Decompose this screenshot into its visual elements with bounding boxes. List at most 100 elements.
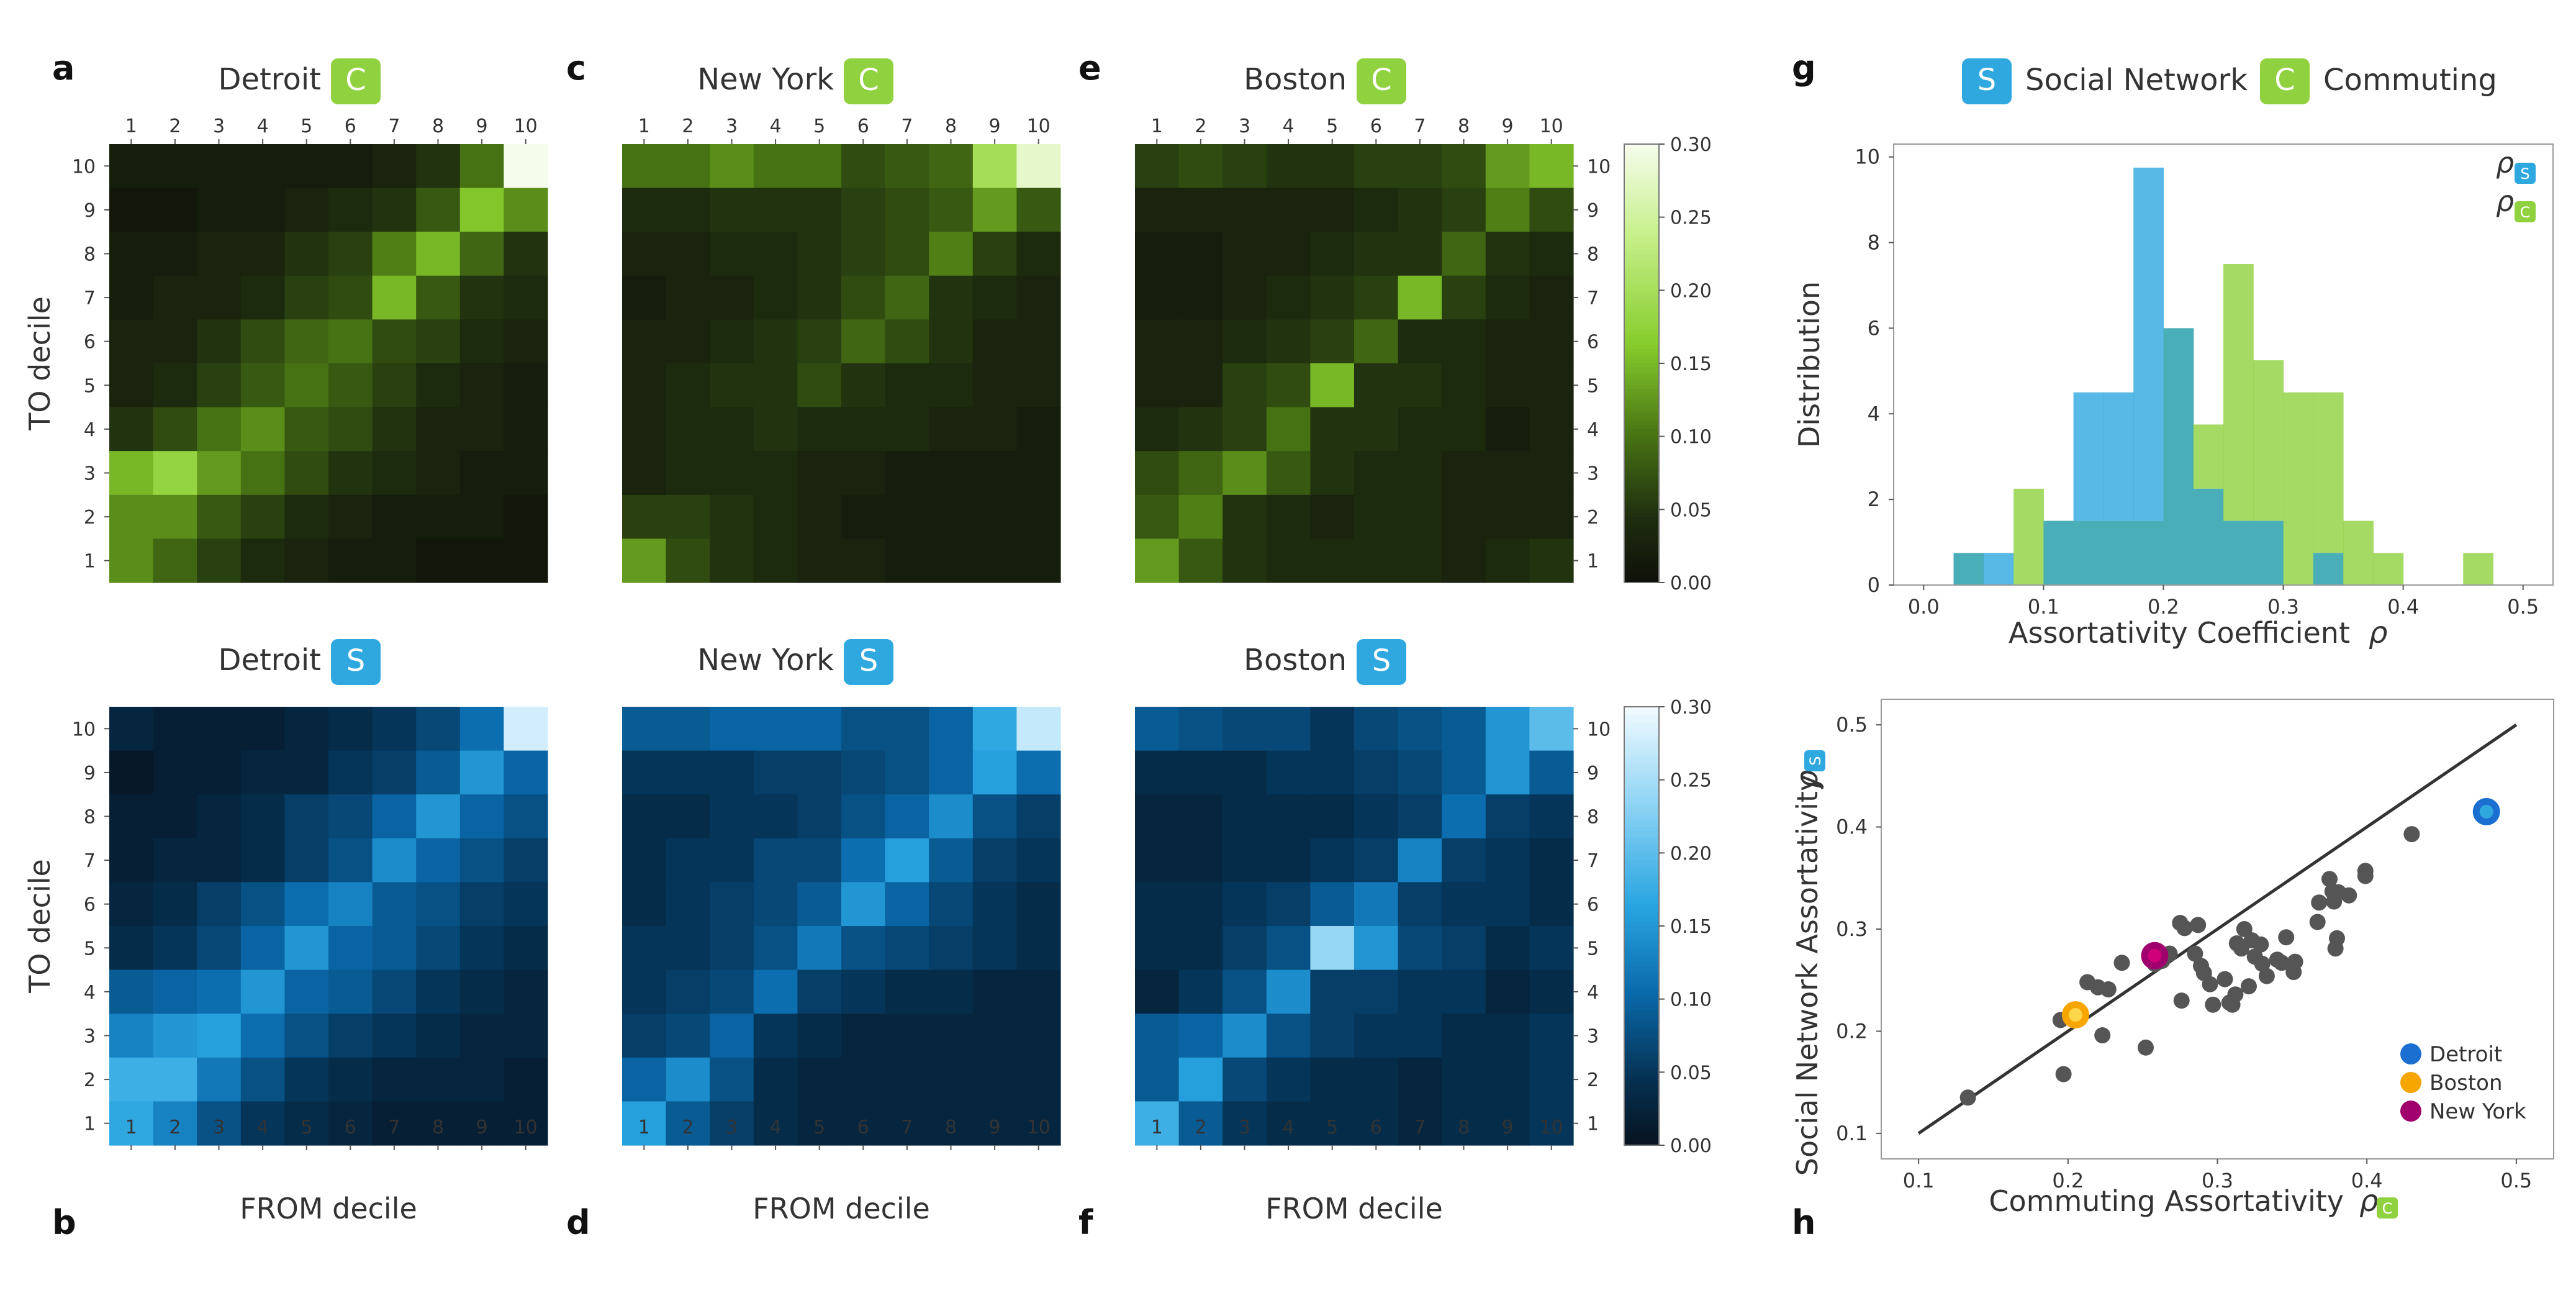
y-tick-label: 9: [84, 200, 96, 222]
colorbar-step: [1624, 981, 1659, 985]
x-tick-label: 0.2: [2148, 595, 2179, 619]
heatmap-cell: [328, 882, 373, 927]
y-tick-label: 9: [1587, 200, 1599, 222]
scatter-point: [2287, 953, 2303, 970]
heatmap-cell: [710, 319, 754, 364]
heatmap-cell: [240, 275, 285, 320]
heatmap-cell: [753, 494, 798, 539]
y-tick-label: 0: [1868, 573, 1880, 597]
heatmap-cell: [1178, 750, 1223, 795]
heatmap-cell: [1485, 1014, 1530, 1058]
heatmap-cell: [622, 838, 667, 883]
heatmap-cell: [1485, 969, 1530, 1014]
heatmap-city-name: Detroit: [218, 643, 321, 678]
heatmap-cell: [885, 750, 929, 795]
heatmap-cell: [1485, 882, 1530, 927]
heatmap-city-name: New York: [697, 62, 834, 97]
overlap-bar: [2073, 520, 2104, 585]
legend-marker: [2400, 1072, 2421, 1093]
heatmap-cell: [459, 750, 504, 795]
legend-label: Detroit: [2429, 1042, 2502, 1067]
heatmap-cell: [284, 232, 329, 276]
y-tick-label: 3: [84, 463, 96, 485]
x-tick-label: 4: [770, 1117, 782, 1138]
x-tick-label: 7: [901, 1117, 913, 1138]
heatmap-cell: [841, 969, 886, 1014]
colorbar-step: [1624, 571, 1659, 576]
colorbar-step: [1624, 1043, 1659, 1047]
heatmap-cell: [416, 707, 461, 751]
colorbar-step: [1624, 158, 1659, 163]
heatmap-cell: [1016, 407, 1061, 452]
colorbar-step: [1624, 363, 1659, 368]
heatmap-cell: [459, 319, 504, 364]
heatmap-cell: [153, 538, 197, 583]
heatmap-cell: [885, 1014, 929, 1058]
heatmap-title: New York S: [697, 639, 893, 685]
colorbar-step: [1624, 824, 1659, 828]
y-axis-label: TO decile: [23, 859, 56, 994]
heatmap-cell: [885, 926, 929, 971]
heatmap-cell: [885, 969, 929, 1014]
heatmap-cell: [1178, 275, 1223, 320]
heatmap-cell: [1354, 707, 1399, 751]
heatmap-cell: [240, 538, 285, 583]
heatmap-cell: [1442, 1014, 1486, 1058]
heatmap-cell: [372, 363, 417, 408]
x-tick-label: 1: [638, 1117, 650, 1138]
colorbar-step: [1624, 455, 1659, 459]
heatmap-cell: [328, 275, 373, 320]
colorbar-step: [1624, 1079, 1659, 1084]
heatmap-cell: [284, 1014, 329, 1058]
heatmap-detroit_commuting: Detroit C 1 2 3 4 5 6 7 8 9 10 10 9 8 7 6 5 4 3 2 1 TO decile: [23, 58, 548, 583]
heatmap-cell: [459, 838, 504, 883]
commuting-bar: [2253, 360, 2284, 521]
colorbar-step: [1624, 480, 1659, 484]
heatmap-cell: [372, 926, 417, 971]
panel-letter-a: a: [52, 48, 75, 88]
heatmap-cell: [197, 969, 242, 1014]
x-rho-symbol: ρ: [2359, 1184, 2378, 1219]
heatmap-cell: [972, 838, 1017, 883]
colorbar-step: [1624, 524, 1659, 529]
heatmap-cell: [1135, 969, 1180, 1014]
colorbar-step: [1624, 966, 1659, 971]
colorbar-step: [1624, 926, 1659, 930]
colorbar-step: [1624, 1010, 1659, 1014]
colorbar-step: [1624, 195, 1659, 200]
network-badge-box: [1357, 639, 1406, 685]
colorbar-step: [1624, 1035, 1659, 1040]
heatmap-cell: [797, 144, 842, 189]
diagonal-line: [1917, 724, 2518, 1135]
legend-marker: [2400, 1101, 2421, 1122]
heatmap-cell: [284, 750, 329, 795]
heatmap-cell: [885, 1101, 929, 1146]
heatmap-cell: [328, 144, 373, 189]
colorbar-step: [1624, 360, 1659, 364]
x-tick-label: 0.4: [2387, 595, 2419, 619]
heatmap-cell: [197, 494, 242, 539]
commuting-bar: [2313, 392, 2344, 553]
heatmap-cell: [1354, 969, 1399, 1014]
heatmap-cell: [284, 882, 329, 927]
colorbar-step: [1624, 366, 1659, 371]
heatmap-cell: [328, 1057, 373, 1102]
x-tick-label: 0.4: [2351, 1169, 2383, 1192]
colorbar-step: [1624, 922, 1659, 927]
heatmap-cell: [416, 188, 461, 232]
heatmap-cell: [1354, 232, 1399, 276]
colorbar-social: 0.30 0.25 0.20 0.15 0.10 0.05 0.00: [1624, 697, 1712, 1157]
heatmap-cell: [416, 794, 461, 839]
heatmap-cell: [1354, 750, 1399, 795]
heatmap-cell: [1016, 794, 1061, 839]
commuting-bar: [2463, 553, 2493, 585]
heatmap-cell: [328, 319, 373, 364]
heatmap-cell: [372, 232, 417, 276]
social-bar: [1983, 553, 2014, 585]
heatmap-cell: [459, 1057, 504, 1102]
colorbar-step: [1624, 393, 1659, 397]
heatmap-cell: [666, 451, 710, 496]
colorbar-step: [1624, 228, 1659, 232]
colorbar-step: [1624, 1115, 1659, 1120]
